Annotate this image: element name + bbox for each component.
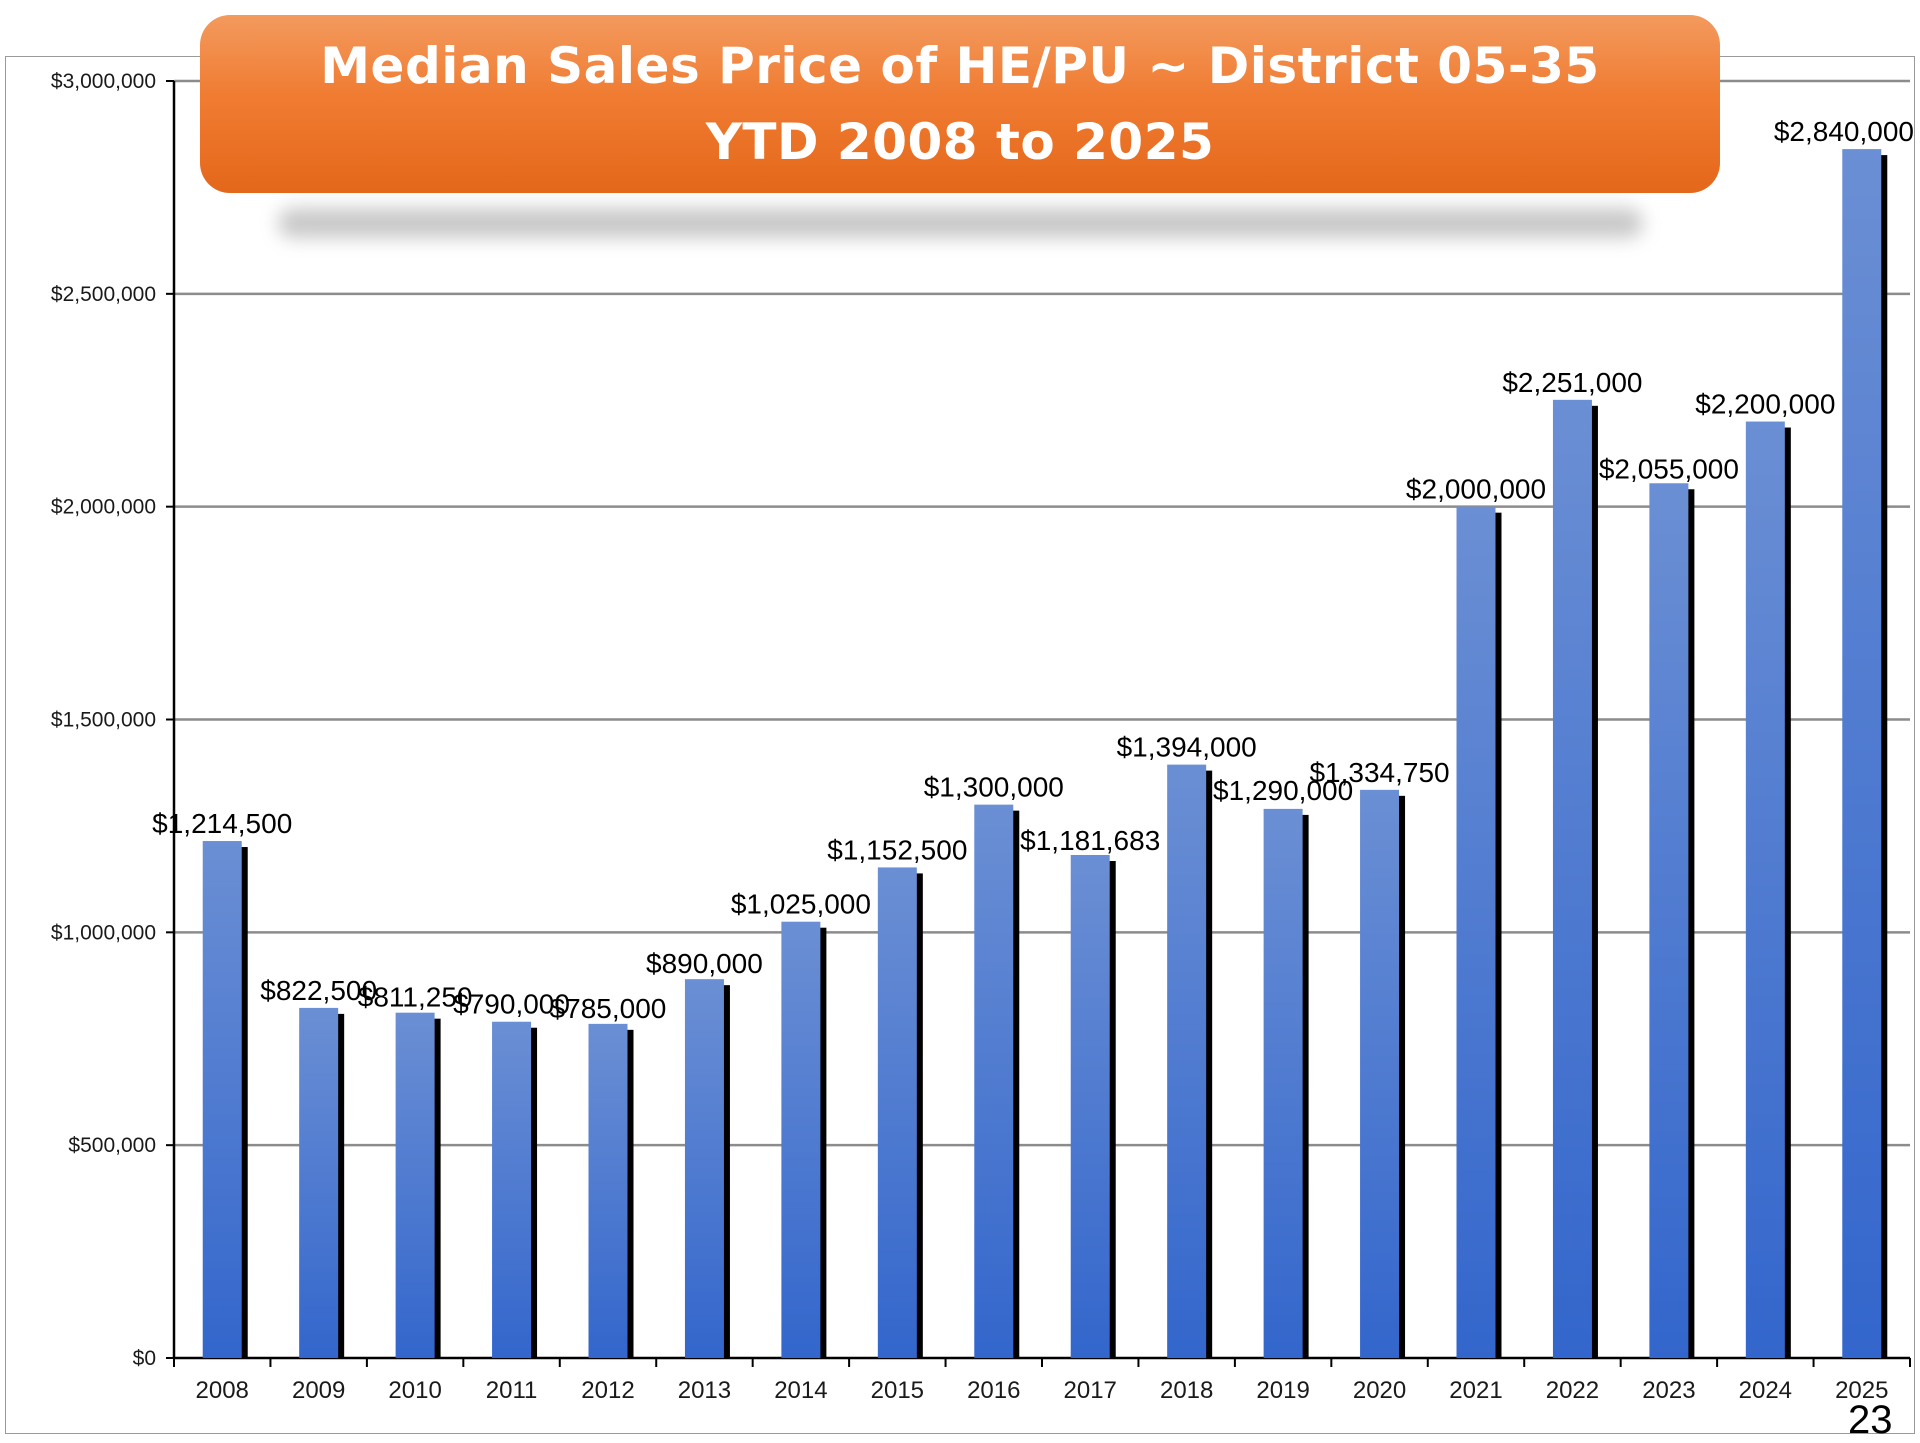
bar [202,841,242,1358]
x-tick-label: 2015 [871,1377,924,1404]
bar [588,1023,628,1358]
title-shadow [278,208,1643,238]
x-tick-label: 2014 [774,1377,827,1404]
data-label: $2,200,000 [1695,389,1835,420]
data-labels: $1,214,500 $822,500$811,250$790,000$785,0… [152,116,1914,1024]
data-label: $1,181,683 [1020,825,1160,856]
data-label: $1,152,500 [827,834,967,865]
data-label: $1,300,000 [924,772,1064,803]
data-label: $2,840,000 [1774,116,1914,147]
bar [299,1007,339,1358]
axes [166,80,1911,1367]
bar [974,804,1014,1358]
x-tick-label: 2011 [486,1377,538,1404]
data-label: $811,250 [358,982,473,1013]
y-tick-label: $500,000 [68,1134,156,1157]
y-tick-label: $1,000,000 [51,921,156,944]
x-tick-label: 2013 [678,1377,731,1404]
data-label: $785,000 [550,993,667,1024]
x-tick-label: 2023 [1642,1377,1695,1404]
y-tick-label: $2,000,000 [51,496,156,519]
data-label: $790,000 [453,989,570,1020]
x-tick-label: 2022 [1546,1377,1599,1404]
x-tick-label: 2019 [1256,1377,1309,1404]
x-tick-label: 2021 [1449,1377,1502,1404]
page-number: 23 [1848,1398,1893,1442]
data-label: $1,025,000 [731,889,871,920]
bar [1263,808,1303,1358]
bar [1167,764,1207,1358]
data-label: $822,500 [260,975,377,1006]
data-label: $2,055,000 [1599,453,1739,484]
chart-title-line-1: Median Sales Price of HE/PU ~ District 0… [320,37,1600,95]
bar [1360,789,1400,1358]
y-tick-label: $2,500,000 [51,283,156,306]
bar [1649,483,1689,1358]
y-tick-label: $1,500,000 [51,709,156,732]
chart-title-banner: Median Sales Price of HE/PU ~ District 0… [200,15,1720,193]
bar [1745,421,1785,1358]
bar [877,867,917,1358]
bar [395,1012,435,1358]
data-label: $1,334,750 [1309,757,1449,788]
x-tick-label: 2024 [1739,1377,1792,1404]
y-tick-label: $3,000,000 [51,70,156,93]
x-tick-label: 2009 [292,1377,345,1404]
data-label: $1,290,000 [1213,775,1353,806]
x-tick-label: 2025 [1835,1377,1888,1404]
bar [684,979,724,1358]
bar [781,921,821,1358]
data-label: $1,394,000 [1117,732,1257,763]
x-tick-label: 2020 [1353,1377,1406,1404]
x-tick-label: 2008 [196,1377,249,1404]
bars [202,149,1888,1359]
x-tick-label: 2016 [967,1377,1020,1404]
y-axis-tick-labels: $0 $500,000 $1,000,000 $1,500,000 $2,000,000… [51,70,156,1370]
bar [1842,149,1882,1358]
bar [1456,506,1496,1359]
x-tick-label: 2010 [388,1377,441,1404]
bar [1070,854,1110,1358]
data-label: $2,251,000 [1502,367,1642,398]
bar [492,1021,532,1358]
data-label: $890,000 [646,948,763,979]
x-tick-label: 2018 [1160,1377,1213,1404]
bar [1552,399,1592,1358]
chart-title-line-2: YTD 2008 to 2025 [705,113,1215,171]
x-tick-label: 2017 [1064,1377,1117,1404]
x-axis-tick-labels: 2008 2009 2010 2011 2012 2013 2014 2015 2016 2017… [196,1377,1889,1404]
data-label: $1,214,500 [152,808,292,839]
x-tick-label: 2012 [581,1377,634,1404]
y-tick-label: $0 [133,1347,156,1370]
data-label: $2,000,000 [1406,474,1546,505]
